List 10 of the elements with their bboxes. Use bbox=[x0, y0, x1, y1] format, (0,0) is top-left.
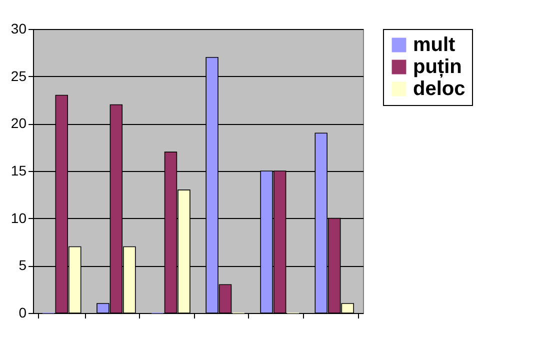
legend-label: deloc bbox=[413, 78, 466, 100]
y-tick-label: 15 bbox=[10, 162, 27, 178]
y-tick-label: 30 bbox=[10, 20, 27, 36]
legend-label: mult bbox=[413, 34, 456, 56]
y-tick-label: 0 bbox=[18, 304, 27, 320]
legend-label: puțin bbox=[413, 56, 462, 78]
y-tick-label: 5 bbox=[18, 257, 27, 274]
y-tick-label: 20 bbox=[10, 115, 27, 132]
y-tick-label: 10 bbox=[10, 210, 27, 226]
y-tick-label: 25 bbox=[10, 68, 27, 84]
